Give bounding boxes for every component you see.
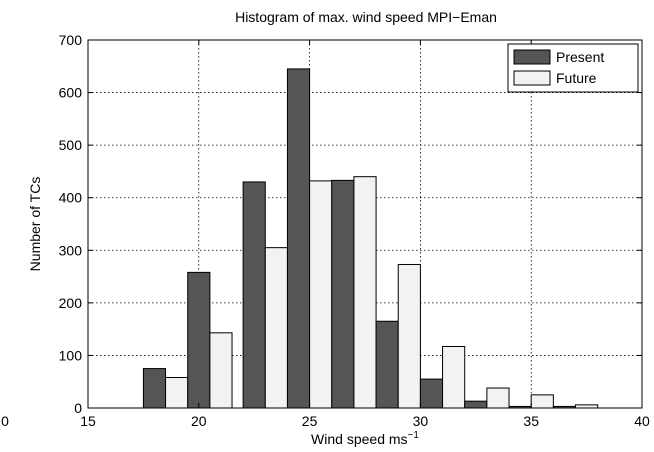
legend-swatch-present (513, 49, 551, 65)
x-tick-label: 20 (191, 413, 207, 429)
bar-present (464, 400, 488, 409)
x-tick-label: 40 (634, 413, 650, 429)
bar-future (264, 247, 288, 409)
x-axis-label: Wind speed ms−1 (311, 430, 419, 447)
x-tick-label: 30 (413, 413, 429, 429)
x-tick-label: 15 (80, 413, 96, 429)
legend-label-future: Future (556, 70, 597, 86)
bar-future (209, 332, 233, 409)
chart-title: Histogram of max. wind speed MPI−Eman (235, 9, 497, 25)
y-tick-label: 700 (59, 32, 83, 48)
plot-frame (87, 39, 643, 409)
y-tick-label: 100 (59, 347, 83, 363)
x-tick-label: 35 (523, 413, 539, 429)
stray-tick-label: 0 (1, 413, 9, 429)
bar-future (486, 387, 510, 409)
bar-present (286, 68, 311, 409)
y-tick-label: 0 (74, 400, 82, 416)
y-tick-label: 600 (59, 85, 83, 101)
bar-future (165, 377, 189, 409)
legend-swatch-future (513, 70, 551, 86)
bar-present (142, 368, 167, 409)
bar-present (187, 271, 211, 409)
bars-layer (142, 68, 599, 409)
x-tick-label: 25 (302, 413, 318, 429)
x-axis-label-superscript: −1 (408, 430, 420, 441)
x-axis-label-main: Wind speed ms (311, 431, 407, 447)
bar-future (530, 394, 554, 409)
bar-future (309, 180, 333, 409)
bar-future (397, 263, 421, 409)
legend-label-present: Present (556, 49, 604, 65)
y-axis-label: Number of TCs (27, 177, 43, 272)
bar-future (442, 345, 466, 409)
legend: Present Future (507, 43, 639, 93)
y-tick-label: 300 (59, 242, 83, 258)
bar-present (242, 181, 266, 409)
bar-present (375, 320, 399, 409)
y-tick-label: 400 (59, 190, 83, 206)
bar-present (419, 378, 444, 409)
y-tick-label: 500 (59, 137, 83, 153)
y-tick-label: 200 (59, 295, 83, 311)
bar-future (353, 176, 377, 409)
bar-present (331, 179, 355, 409)
